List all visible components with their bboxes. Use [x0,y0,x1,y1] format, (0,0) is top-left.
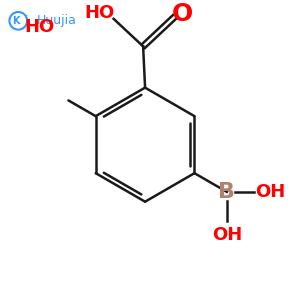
Text: OH: OH [255,183,285,201]
Text: OH: OH [212,226,242,244]
Text: B: B [218,182,235,202]
Text: HO: HO [85,4,115,22]
Text: Huujia: Huujia [37,14,76,27]
Text: K: K [13,16,20,26]
Text: ·: · [24,11,28,21]
Text: HO: HO [25,18,55,36]
Text: O: O [172,2,193,26]
